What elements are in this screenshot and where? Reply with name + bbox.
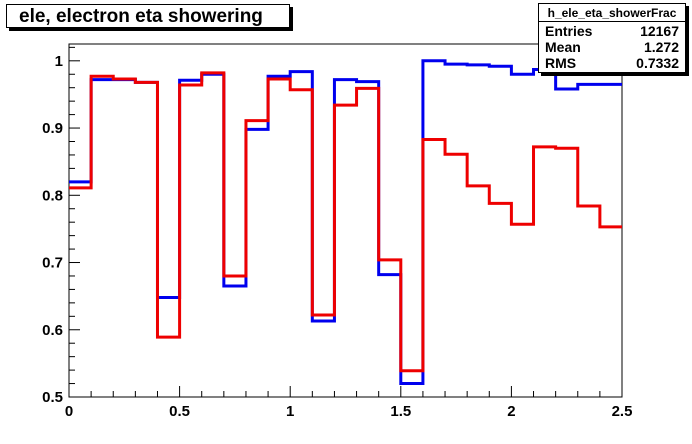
axis-ticks <box>68 46 623 398</box>
stats-mean-value: 1.272 <box>643 39 679 55</box>
stats-entries-row: Entries 12167 <box>545 23 679 40</box>
x-tick-label: 2 <box>507 403 515 420</box>
stats-histogram-name: h_ele_eta_showerFrac <box>539 6 685 22</box>
stats-rms-row: RMS 0.7332 <box>545 55 679 72</box>
y-tick-label: 1 <box>55 53 63 70</box>
stats-rms-label: RMS <box>545 55 577 71</box>
stats-entries-label: Entries <box>545 23 593 39</box>
x-tick-label: 0 <box>65 403 73 420</box>
series-0-line <box>69 59 622 386</box>
y-tick-label: 0.6 <box>42 322 63 339</box>
y-tick-label: 0.8 <box>42 187 63 204</box>
stats-box: h_ele_eta_showerFrac Entries 12167 Mean … <box>538 3 686 73</box>
stats-entries-value: 12167 <box>640 23 679 39</box>
chart-title-box: ele, electron eta showering <box>6 4 290 28</box>
series-layer <box>69 59 622 386</box>
chart-title: ele, electron eta showering <box>19 6 263 27</box>
stats-mean-label: Mean <box>545 39 581 55</box>
y-tick-label: 0.9 <box>42 120 63 137</box>
plot-frame <box>68 43 623 398</box>
tick-labels: 0 0.5 1 1.5 2 2.50.50.60.70.80.91 <box>42 53 632 420</box>
stats-mean-row: Mean 1.272 <box>545 39 679 56</box>
x-tick-label: 0.5 <box>169 403 190 420</box>
x-tick-label: 1.5 <box>390 403 411 420</box>
stats-rms-value: 0.7332 <box>636 55 679 71</box>
y-tick-label: 0.7 <box>42 255 63 272</box>
x-tick-label: 2.5 <box>612 403 633 420</box>
y-tick-label: 0.5 <box>42 389 63 406</box>
series-1-line <box>69 71 622 373</box>
x-tick-label: 1 <box>286 403 294 420</box>
